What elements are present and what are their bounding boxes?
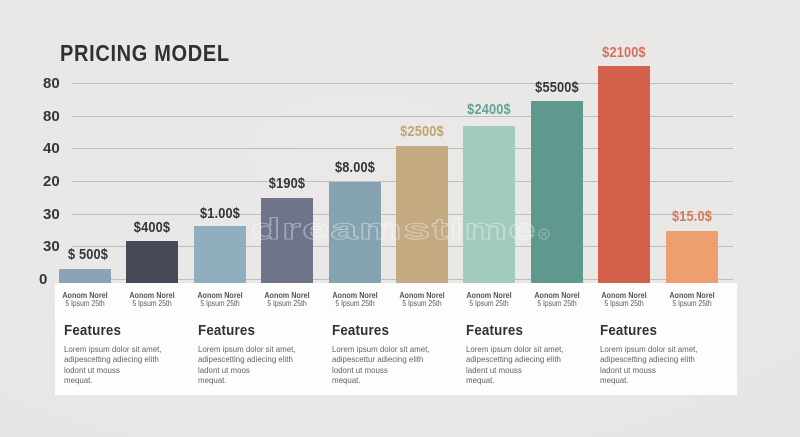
svg-text:R: R: [541, 232, 546, 239]
svg-text:dreamstime: dreamstime: [251, 213, 537, 246]
